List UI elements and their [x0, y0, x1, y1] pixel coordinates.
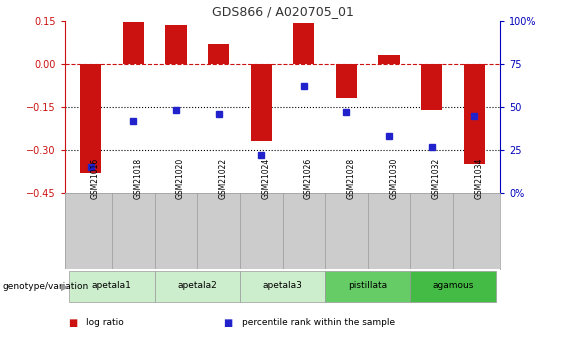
- Bar: [69, 271, 155, 302]
- Text: GSM21032: GSM21032: [432, 158, 441, 199]
- Text: GSM21018: GSM21018: [133, 158, 142, 199]
- Text: apetala3: apetala3: [263, 281, 302, 290]
- Text: ■: ■: [68, 318, 77, 327]
- Bar: [123, 22, 144, 64]
- Bar: [208, 44, 229, 64]
- Bar: [421, 64, 442, 110]
- Text: ■: ■: [223, 318, 232, 327]
- Text: GSM21030: GSM21030: [389, 158, 398, 199]
- Text: GSM21022: GSM21022: [219, 158, 228, 199]
- Text: apetala2: apetala2: [177, 281, 217, 290]
- Text: GSM21028: GSM21028: [346, 158, 355, 199]
- Text: log ratio: log ratio: [86, 318, 124, 327]
- Text: percentile rank within the sample: percentile rank within the sample: [242, 318, 395, 327]
- Bar: [410, 271, 496, 302]
- Bar: [464, 64, 485, 165]
- Text: genotype/variation: genotype/variation: [3, 282, 89, 291]
- Text: pistillata: pistillata: [348, 281, 388, 290]
- Bar: [240, 271, 325, 302]
- Bar: [336, 64, 357, 98]
- Text: GSM21026: GSM21026: [304, 158, 313, 199]
- Text: GSM21020: GSM21020: [176, 158, 185, 199]
- Text: agamous: agamous: [432, 281, 474, 290]
- Bar: [379, 55, 400, 64]
- Title: GDS866 / A020705_01: GDS866 / A020705_01: [211, 5, 354, 18]
- Bar: [165, 25, 186, 64]
- Bar: [293, 23, 315, 64]
- Bar: [250, 64, 272, 141]
- Bar: [155, 271, 240, 302]
- Text: GSM21034: GSM21034: [475, 158, 484, 199]
- Text: ▶: ▶: [61, 282, 68, 291]
- Text: apetala1: apetala1: [92, 281, 132, 290]
- Text: GSM21024: GSM21024: [261, 158, 270, 199]
- Bar: [325, 271, 410, 302]
- Bar: [80, 64, 101, 173]
- Text: GSM21016: GSM21016: [90, 158, 99, 199]
